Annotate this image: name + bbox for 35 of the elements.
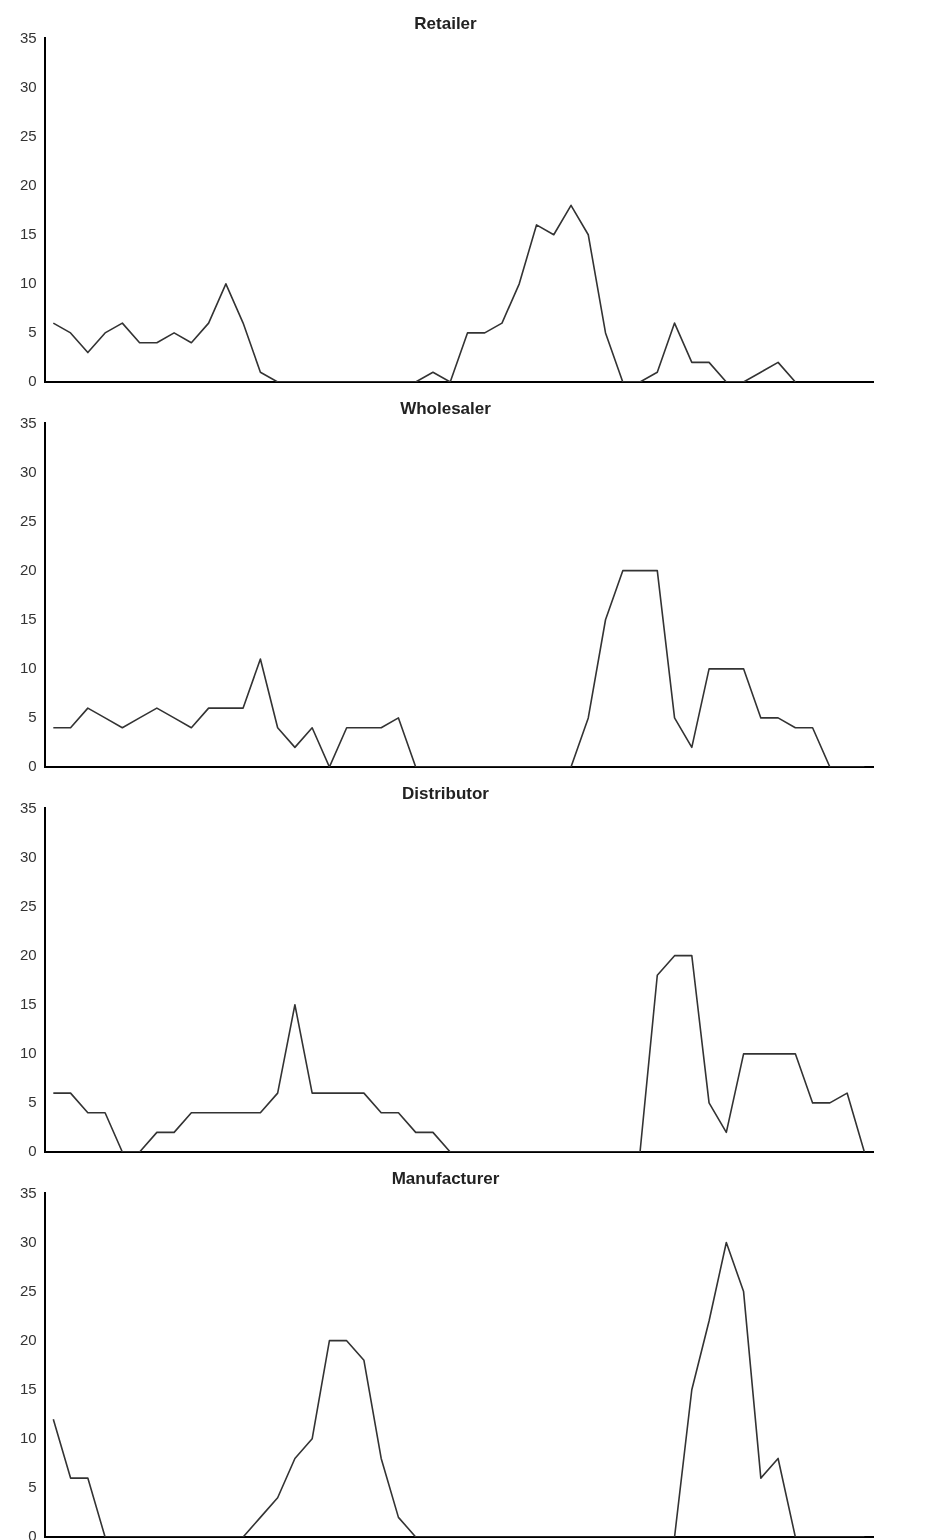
y-tick-label: 25: [20, 896, 37, 914]
chart-title: Retailer: [414, 13, 478, 33]
y-tick-label: 15: [20, 609, 37, 627]
chart-title: Wholesaler: [400, 398, 492, 418]
y-tick-label: 30: [20, 462, 37, 480]
y-tick-label: 15: [20, 1379, 37, 1397]
y-tick-label: 35: [20, 1183, 37, 1201]
y-tick-label: 20: [20, 1330, 37, 1348]
y-tick-label: 15: [20, 224, 37, 242]
y-tick-label: 25: [20, 126, 37, 144]
y-tick-label: 10: [20, 1043, 37, 1061]
y-tick-label: 10: [20, 658, 37, 676]
y-tick-label: 5: [28, 708, 37, 726]
y-tick-label: 30: [20, 77, 37, 95]
y-tick-label: 0: [28, 372, 37, 390]
y-tick-label: 5: [28, 1093, 37, 1111]
y-tick-label: 5: [28, 1478, 37, 1496]
y-tick-label: 20: [20, 560, 37, 578]
y-tick-label: 20: [20, 175, 37, 193]
y-tick-label: 5: [28, 323, 37, 341]
y-tick-label: 35: [20, 798, 37, 816]
y-tick-label: 30: [20, 1232, 37, 1250]
y-tick-label: 10: [20, 1428, 37, 1446]
y-tick-label: 35: [20, 413, 37, 431]
y-tick-label: 25: [20, 511, 37, 529]
y-tick-label: 30: [20, 847, 37, 865]
y-tick-label: 25: [20, 1281, 37, 1299]
chart-title: Distributor: [402, 783, 490, 803]
y-tick-label: 0: [28, 1142, 37, 1160]
y-tick-label: 10: [20, 273, 37, 291]
y-tick-label: 35: [20, 28, 37, 46]
y-tick-label: 0: [28, 757, 37, 775]
y-tick-label: 15: [20, 994, 37, 1012]
y-tick-label: 20: [20, 945, 37, 963]
chart-title: Manufacturer: [391, 1168, 500, 1188]
